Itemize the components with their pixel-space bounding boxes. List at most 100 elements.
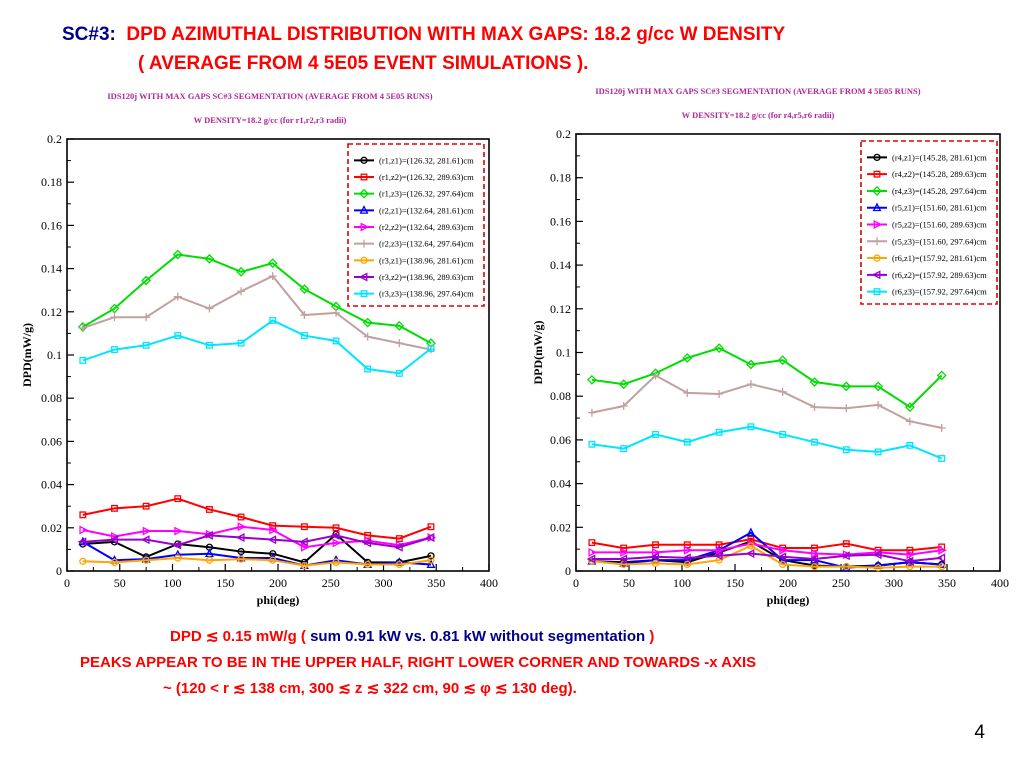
legend-entry: (r5,z1)=(151.60, 281.61)cm xyxy=(892,203,987,213)
y-tick-label: 0.18 xyxy=(550,171,571,185)
data-point xyxy=(682,353,693,363)
data-point xyxy=(714,343,725,354)
x-tick-label: 350 xyxy=(427,576,445,590)
data-point xyxy=(425,533,435,542)
data-point xyxy=(650,552,659,562)
note-1-part-b: sum 0.91 kW vs. 0.81 kW without segmenta… xyxy=(310,628,646,645)
chart-header-line-1: IDS120j WITH MAX GAPS SC#3 SEGMENTATION … xyxy=(107,91,432,101)
data-point xyxy=(205,304,214,313)
data-point xyxy=(841,381,852,392)
data-point xyxy=(747,423,755,431)
legend: (r4,z1)=(145.28, 281.61)cm (r4,z2)=(145.2… xyxy=(860,140,998,305)
series-line xyxy=(82,274,432,351)
data-point xyxy=(142,313,151,322)
legend-entry: (r4,z1)=(145.28, 281.61)cm xyxy=(892,152,987,162)
legend-entry: (r5,z2)=(151.60, 289.63)cm xyxy=(892,220,987,230)
data-point xyxy=(236,552,246,562)
data-point xyxy=(588,440,596,448)
data-point xyxy=(299,284,310,295)
series-3 xyxy=(586,343,947,413)
data-point xyxy=(842,404,851,413)
data-point xyxy=(713,551,723,561)
data-point xyxy=(300,542,310,552)
data-point xyxy=(936,370,947,381)
data-point xyxy=(842,562,850,571)
data-point xyxy=(141,553,151,563)
data-point xyxy=(174,526,183,536)
y-tick-label: 0.06 xyxy=(41,434,62,448)
series-2 xyxy=(79,495,435,543)
legend-entry: (r6,z1)=(157.92, 281.61)cm xyxy=(892,253,987,263)
x-tick-label: 200 xyxy=(269,576,287,590)
legend-swatch-marker xyxy=(360,156,368,164)
y-tick-label: 0 xyxy=(56,564,62,578)
legend-swatch-marker xyxy=(358,272,368,282)
data-point xyxy=(300,523,308,531)
note-1-part-a: DPD ≲ 0.15 mW/g ( xyxy=(170,628,311,645)
series-6 xyxy=(587,371,946,432)
data-point xyxy=(652,430,659,438)
data-point xyxy=(299,537,308,547)
data-point xyxy=(811,549,820,558)
legend-box xyxy=(860,140,998,305)
data-point xyxy=(236,266,246,277)
data-point xyxy=(683,560,691,569)
legend-swatch-marker xyxy=(872,186,882,196)
legend-entry: (r3,z2)=(138.96, 289.63)cm xyxy=(379,272,474,282)
data-point xyxy=(651,559,660,568)
y-tick-label: 0.2 xyxy=(47,132,62,146)
data-point xyxy=(204,530,213,540)
legend-swatch-marker xyxy=(872,202,882,212)
data-point xyxy=(172,540,182,550)
data-point xyxy=(394,542,403,552)
data-point xyxy=(362,538,372,548)
data-point xyxy=(363,332,372,341)
legend-entry: (r1,z2)=(126.32, 289.63)cm xyxy=(379,172,474,182)
data-point xyxy=(395,339,404,348)
series-line xyxy=(82,532,432,564)
series-7 xyxy=(79,554,435,570)
series-8 xyxy=(77,530,435,552)
data-point xyxy=(332,337,340,345)
legend-swatch-marker xyxy=(873,288,881,296)
data-point xyxy=(109,303,120,314)
data-point xyxy=(715,390,724,399)
data-point xyxy=(237,287,246,296)
data-point xyxy=(619,402,628,411)
data-point xyxy=(140,535,150,545)
data-point xyxy=(237,339,245,347)
data-point xyxy=(746,380,755,389)
data-point xyxy=(174,332,182,340)
data-point xyxy=(588,539,596,547)
data-point xyxy=(237,522,247,532)
data-point xyxy=(79,511,87,519)
data-point xyxy=(174,554,182,562)
legend-entry: (r2,z2)=(132.64, 289.63)cm xyxy=(379,222,474,232)
data-point xyxy=(267,258,278,269)
data-point xyxy=(332,524,340,532)
series-line xyxy=(591,538,942,552)
data-point xyxy=(904,402,915,413)
data-point xyxy=(362,317,373,328)
data-point xyxy=(619,558,629,567)
data-point xyxy=(77,537,87,547)
data-point xyxy=(364,365,372,373)
data-point xyxy=(237,513,245,521)
data-point xyxy=(587,408,596,417)
y-tick-label: 0.04 xyxy=(550,477,571,491)
data-point xyxy=(874,448,882,456)
data-point xyxy=(142,556,150,564)
chart-header-line-2: W DENSITY=18.2 g/cc (for r1,r2,r3 radii) xyxy=(194,115,347,125)
data-point xyxy=(586,554,596,564)
data-point xyxy=(906,441,914,449)
legend-swatch-marker xyxy=(873,254,881,262)
legend-entry: (r3,z1)=(138.96, 281.61)cm xyxy=(379,255,474,265)
x-axis-label: phi(deg) xyxy=(767,593,810,607)
chart-right: IDS120j WITH MAX GAPS SC#3 SEGMENTATION … xyxy=(531,86,1009,607)
series-9 xyxy=(79,316,435,377)
x-tick-label: 250 xyxy=(832,576,850,590)
x-tick-label: 200 xyxy=(779,576,797,590)
series-9 xyxy=(588,423,946,462)
legend-entry: (r4,z2)=(145.28, 289.63)cm xyxy=(892,169,987,179)
legend-swatch-marker xyxy=(873,170,881,178)
